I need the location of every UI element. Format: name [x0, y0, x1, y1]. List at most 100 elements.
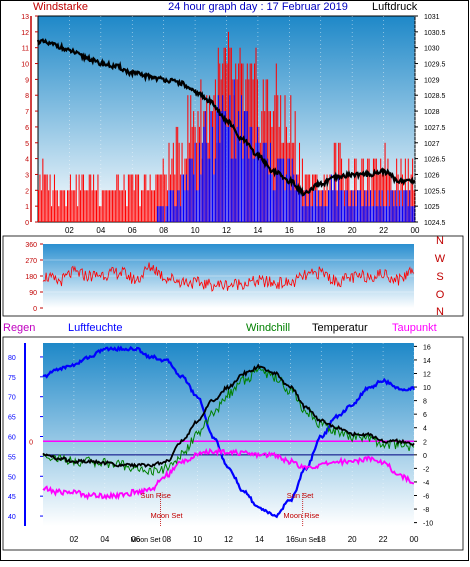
gust-bar	[49, 174, 51, 222]
wind-bar	[352, 206, 354, 222]
wind-bar	[259, 158, 261, 222]
wind-bar	[349, 206, 351, 222]
wind-bar	[238, 111, 240, 222]
astro-annotation: Sun Rise	[140, 491, 170, 500]
gust-bar	[103, 190, 105, 222]
gust-bar	[386, 174, 388, 222]
time-tick-label: 20	[348, 226, 357, 235]
wind-bar	[203, 126, 205, 222]
pressure-tick-label: 1026	[424, 172, 440, 179]
time-tick-label: 12	[222, 226, 231, 235]
wind-bar	[283, 158, 285, 222]
legend-entry: Taupunkt	[392, 322, 437, 334]
gust-bar	[177, 126, 179, 222]
wind-bar	[193, 174, 195, 222]
wind-bar	[213, 174, 215, 222]
time-tick-label: 06	[131, 535, 140, 544]
wind-bar	[222, 95, 224, 222]
gust-bar	[156, 174, 158, 222]
wind-bar	[396, 206, 398, 222]
direction-tick-label: 270	[25, 258, 37, 265]
wind-tick-label: 13	[21, 14, 29, 21]
climate-series	[42, 345, 415, 519]
pressure-tick-label: 1025.5	[424, 188, 446, 195]
wind-bar	[410, 206, 412, 222]
wind-bar	[235, 158, 237, 222]
time-tick-label: 22	[379, 226, 388, 235]
temperature-tick-label: -10	[423, 521, 433, 528]
gust-bar	[307, 174, 309, 222]
gust-bar	[384, 142, 386, 222]
wind-bar	[313, 190, 315, 222]
gust-bar	[55, 190, 57, 222]
wind-bar	[355, 206, 357, 222]
gust-bar	[407, 158, 409, 222]
wind-bar	[359, 190, 361, 222]
pressure-axis: 1024.5 1025 1025.5 1026 1026.5 1027 1027.5 1028…	[415, 14, 446, 227]
wind-bar	[333, 174, 335, 222]
gust-bar	[111, 190, 113, 222]
wind-bar	[217, 95, 219, 222]
wind-bar	[399, 206, 401, 222]
wind-bar	[248, 158, 250, 222]
wind-bar	[323, 206, 325, 222]
wind-bar	[409, 190, 411, 222]
compass-label: W	[435, 253, 446, 265]
wind-bar	[301, 206, 303, 222]
gust-bar	[64, 190, 66, 222]
gust-bar	[145, 174, 147, 222]
pressure-line	[36, 38, 415, 197]
temperature-tick-label: 8	[423, 399, 427, 406]
humidity-tick-label: 70	[8, 395, 16, 402]
wind-bar	[254, 158, 256, 222]
wind-bar	[371, 206, 373, 222]
gust-bar	[219, 63, 221, 222]
gust-bar	[97, 174, 99, 222]
gust-bar	[325, 190, 327, 222]
gust-bar	[326, 174, 328, 222]
wind-bar	[342, 190, 344, 222]
pressure-tick-label: 1026.5	[424, 157, 446, 164]
astro-annotation: Moon Rise	[283, 511, 319, 520]
wind-bar	[299, 190, 301, 222]
gust-bar	[43, 174, 45, 222]
wind-bar	[220, 111, 222, 222]
gust-bar	[299, 142, 301, 222]
humidity-tick-label: 75	[8, 375, 16, 382]
humidity-tick-label: 40	[8, 514, 16, 521]
gust-bar	[52, 190, 54, 222]
wind-bar	[394, 190, 396, 222]
pressure-tick-label: 1025	[424, 204, 440, 211]
wind-tick-label: 7	[25, 109, 29, 116]
gust-bar	[348, 158, 350, 222]
gust-bar	[72, 190, 74, 222]
gust-bar	[56, 190, 58, 222]
wind-bar	[361, 206, 363, 222]
gust-bar	[180, 174, 182, 222]
wind-bar	[294, 190, 296, 222]
wind-bar	[239, 142, 241, 222]
temperature-tick-label: 16	[423, 344, 431, 351]
gust-bar	[343, 190, 345, 222]
wind-bar	[341, 190, 343, 222]
extra-time-label: Moon Set	[131, 537, 161, 544]
wind-bar	[306, 206, 308, 222]
wind-bar	[370, 190, 372, 222]
zero-degree-label: 0	[29, 439, 33, 446]
gust-bar	[232, 79, 234, 223]
wind-bar	[377, 206, 379, 222]
wind-tick-label: 10	[21, 62, 29, 69]
wind-bar	[393, 206, 395, 222]
gust-bar	[413, 190, 415, 222]
wind-bar	[278, 158, 280, 222]
wind-bar	[412, 206, 414, 222]
wind-bar	[230, 158, 232, 222]
wind-bar	[407, 206, 409, 222]
gust-bar	[77, 206, 79, 222]
gust-bar	[319, 190, 321, 222]
gust-bar	[149, 174, 151, 222]
gust-bar	[235, 63, 237, 222]
wind-bar	[196, 190, 198, 222]
gust-bar	[98, 206, 100, 222]
